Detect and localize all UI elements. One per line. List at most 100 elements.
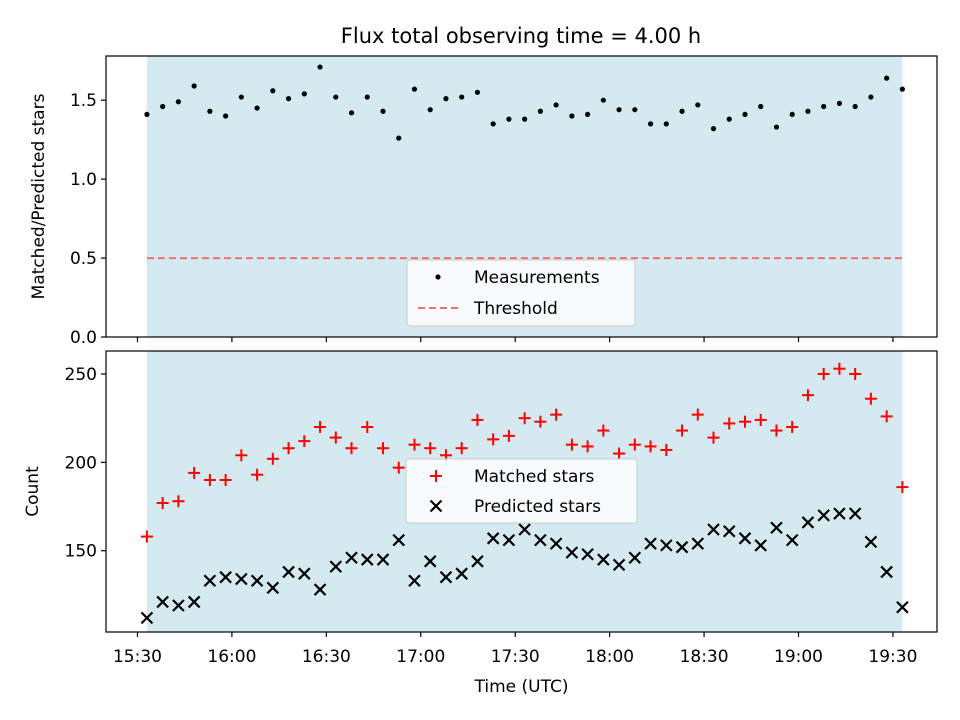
legend-predicted-marker — [429, 499, 443, 513]
measurement-point — [411, 86, 418, 92]
legend-plus-glyph — [430, 470, 442, 482]
predicted-star-point — [502, 533, 516, 547]
matched-star-point — [597, 424, 610, 437]
matched-star-point — [266, 452, 279, 465]
bottom-y-ticks: 150 200 250 — [65, 365, 106, 562]
predicted-star-point — [565, 546, 579, 559]
bottom-y-axis-label: Count — [23, 466, 43, 517]
predicted-star-point — [486, 532, 500, 545]
predicted-star-point — [597, 553, 610, 566]
predicted-star-point — [534, 533, 547, 547]
predicted-star-point — [140, 611, 154, 625]
matched-star-point — [424, 442, 437, 455]
matched-star-point — [864, 392, 877, 405]
x-axis-label: Time (UTC) — [474, 677, 569, 697]
matched-star-point — [140, 530, 153, 543]
legend-measurements-label: Measurements — [474, 268, 600, 288]
measurement-point — [758, 103, 764, 110]
matched-star-point — [565, 438, 578, 451]
matched-star-point — [235, 449, 248, 462]
measurement-point — [317, 64, 323, 70]
measurement-point — [522, 116, 528, 122]
measurement-point — [647, 121, 654, 127]
measurement-point — [254, 105, 260, 111]
x-tick-label: 15:30 — [113, 647, 162, 667]
top-y-tick-label: 0.0 — [70, 328, 97, 348]
matched-star-point — [581, 440, 594, 453]
measurement-point — [396, 135, 402, 141]
legend-threshold-label: Threshold — [473, 299, 558, 319]
matched-star-point — [298, 435, 311, 448]
bottom-legend-box — [405, 458, 638, 524]
matched-star-point — [314, 420, 327, 433]
legend-measurements-marker — [435, 274, 441, 280]
measurement-point — [223, 113, 229, 119]
measurement-point — [285, 96, 292, 102]
predicted-star-point — [219, 570, 232, 584]
measurement-point — [191, 83, 197, 89]
matched-star-point — [172, 495, 185, 508]
matched-stars-points — [140, 362, 909, 543]
predicted-star-point — [770, 521, 783, 535]
measurement-point — [868, 94, 874, 100]
measurement-point — [710, 126, 717, 132]
x-tick-label: 19:30 — [868, 647, 917, 667]
legend-matched-label: Matched stars — [474, 467, 594, 487]
legend-predicted-label: Predicted stars — [474, 497, 601, 517]
predicted-star-point — [675, 540, 689, 554]
matched-star-point — [534, 415, 547, 428]
measurement-point — [238, 94, 244, 100]
measurement-point — [632, 107, 638, 113]
predicted-star-point — [392, 533, 406, 547]
legend-matched-marker — [430, 470, 442, 482]
bottom-y-tick-label: 250 — [65, 365, 97, 385]
matched-star-point — [251, 468, 264, 481]
matched-star-point — [833, 362, 846, 375]
predicted-star-point — [738, 532, 752, 545]
measurement-point — [364, 94, 370, 100]
matched-star-point — [801, 389, 814, 402]
predicted-star-point — [203, 574, 217, 588]
matched-star-point — [502, 429, 515, 442]
predicted-star-point — [801, 516, 815, 529]
predicted-star-point — [612, 558, 626, 572]
predicted-star-point — [817, 509, 830, 522]
top-y-tick-label: 1.0 — [70, 170, 97, 190]
predicted-star-point — [423, 555, 437, 568]
predicted-star-point — [235, 572, 248, 586]
top-legend-box — [406, 259, 636, 327]
matched-star-point — [377, 442, 389, 455]
predicted-star-point — [360, 553, 374, 566]
bottom-legend: Matched stars Predicted stars — [405, 458, 638, 524]
measurement-point — [836, 100, 843, 106]
predicted-star-point — [298, 567, 311, 580]
measurement-point — [805, 108, 811, 114]
predicted-star-point — [439, 570, 453, 584]
predicted-star-point — [722, 524, 736, 538]
matched-star-point — [770, 424, 783, 437]
matched-star-point — [786, 420, 799, 433]
predicted-star-point — [707, 523, 720, 536]
measurement-point — [789, 111, 795, 118]
measurement-point — [175, 99, 181, 105]
measurement-point — [585, 111, 591, 118]
matched-star-point — [644, 440, 657, 453]
legend-x-glyph — [429, 499, 443, 513]
predicted-star-point — [880, 565, 893, 579]
x-tick-label: 18:30 — [680, 647, 729, 667]
matched-star-point — [550, 408, 563, 421]
predicted-star-point — [833, 507, 846, 520]
measurement-point — [884, 75, 890, 81]
bottom-y-tick-label: 200 — [65, 453, 97, 473]
matched-star-point — [188, 466, 201, 479]
predicted-star-point — [282, 565, 295, 579]
measurement-point — [600, 97, 606, 103]
top-legend: Measurements Threshold — [406, 259, 636, 327]
measurement-point — [726, 116, 732, 122]
x-tick-label: 18:00 — [585, 647, 634, 667]
matched-star-point — [896, 481, 909, 494]
x-tick-label: 16:00 — [207, 647, 256, 667]
predicted-star-point — [250, 574, 264, 588]
measurement-point — [679, 108, 685, 114]
